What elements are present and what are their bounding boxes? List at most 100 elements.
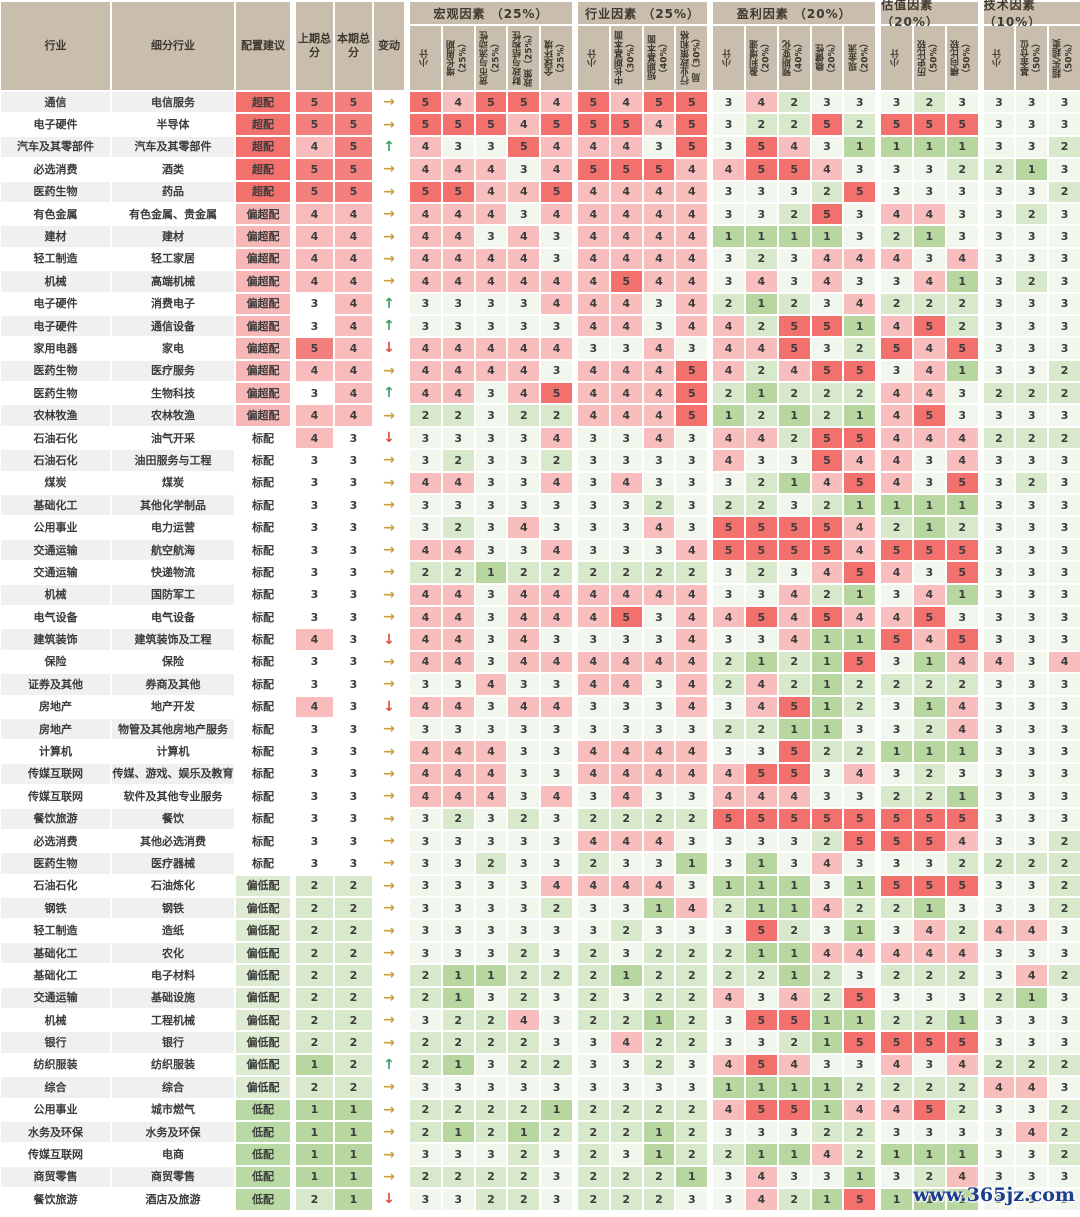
score-cell: 3 <box>983 830 1015 852</box>
change-cell: → <box>374 360 404 382</box>
score-cell: 4 <box>577 606 609 628</box>
score-cell: 3 <box>745 450 777 471</box>
table-row: 公用事业 电力运营 标配 3 3 → 3 2 3 4 3 3 3 4 3 5 5 5 5 4 2 1 2 3 3 3 <box>1 517 1080 538</box>
score-cell: 3 <box>1049 920 1080 941</box>
score-cell: 3 <box>610 338 642 359</box>
score-cell: 3 <box>475 718 507 740</box>
advice-badge: 标配 <box>236 763 290 785</box>
column-header-label: 行业政策和格局（30%） <box>680 31 702 85</box>
column-header-rotated: 稳健性（20%） <box>811 26 843 90</box>
score-cell: 2 <box>643 808 675 829</box>
score-cell: 2 <box>844 383 876 404</box>
industry-cell: 医药生物 <box>1 181 110 202</box>
score-cell: 2 <box>881 1010 912 1031</box>
score-cell: 3 <box>410 1144 441 1165</box>
score-cell: 2 <box>676 1010 708 1031</box>
segment-cell: 电信服务 <box>112 92 234 113</box>
curr-score-cell: 2 <box>335 898 372 919</box>
table-row: 基础化工 农化 偏低配 2 2 → 3 3 3 2 3 2 3 2 2 2 1 1 4 4 4 4 4 3 3 3 <box>1 942 1080 964</box>
change-cell: ↑ <box>374 383 404 404</box>
score-cell: 4 <box>541 271 572 292</box>
advice-badge: 低配 <box>236 1144 290 1165</box>
industry-cell: 房地产 <box>1 718 110 740</box>
industry-cell: 水务及环保 <box>1 1121 110 1143</box>
segment-cell: 消费电子 <box>112 293 234 314</box>
score-cell: 3 <box>881 159 912 180</box>
curr-score-cell: 5 <box>335 92 372 113</box>
score-cell: 3 <box>541 942 572 964</box>
score-cell: 2 <box>577 853 609 874</box>
score-cell: 2 <box>541 965 572 986</box>
score-cell: 4 <box>442 472 474 494</box>
score-cell: 3 <box>508 786 540 807</box>
score-cell: 3 <box>983 763 1015 785</box>
advice-badge: 偏低配 <box>236 920 290 941</box>
score-cell: 4 <box>410 472 441 494</box>
score-cell: 3 <box>643 786 675 807</box>
score-cell: 2 <box>577 965 609 986</box>
advice-badge: 低配 <box>236 1099 290 1120</box>
score-cell: 2 <box>410 965 441 986</box>
score-cell: 4 <box>811 562 843 583</box>
column-header-label: 历史比较（50%） <box>918 38 940 78</box>
score-cell: 3 <box>946 203 978 225</box>
score-cell: 4 <box>676 203 708 225</box>
score-cell: 5 <box>745 763 777 785</box>
score-cell: 2 <box>541 898 572 919</box>
score-cell: 2 <box>778 1189 810 1210</box>
score-cell: 2 <box>643 1099 675 1120</box>
score-cell: 2 <box>811 584 843 605</box>
score-cell: 3 <box>1016 786 1048 807</box>
score-cell: 3 <box>475 472 507 494</box>
score-cell: 4 <box>442 360 474 382</box>
score-cell: 2 <box>811 741 843 762</box>
change-cell: → <box>374 1010 404 1031</box>
score-cell: 3 <box>541 517 572 538</box>
column-header-1: 细分行业 <box>112 2 234 90</box>
score-cell: 3 <box>475 651 507 673</box>
score-cell: 3 <box>983 1189 1015 1210</box>
change-arrow-flat-icon: → <box>383 1034 395 1051</box>
score-cell: 5 <box>745 606 777 628</box>
curr-score-cell: 2 <box>335 965 372 986</box>
score-cell: 3 <box>541 226 572 247</box>
table-row: 纺织服装 纺织服装 偏低配 1 2 ↑ 2 1 3 2 2 3 3 2 3 4 5 4 3 3 4 3 4 2 2 2 <box>1 1054 1080 1076</box>
score-cell: 4 <box>676 271 708 292</box>
prev-score-cell: 4 <box>296 360 333 382</box>
score-cell: 3 <box>676 517 708 538</box>
score-cell: 2 <box>676 808 708 829</box>
score-cell: 3 <box>1049 226 1080 247</box>
column-header-rotated: 超买/超卖（50%） <box>1049 26 1080 90</box>
factor-group-title: 盈利因素 （20%） <box>713 2 876 24</box>
score-cell: 3 <box>913 450 945 471</box>
score-cell: 4 <box>1016 920 1048 941</box>
score-cell: 2 <box>946 315 978 337</box>
score-cell: 3 <box>983 405 1015 426</box>
score-cell: 3 <box>713 1010 744 1031</box>
score-cell: 1 <box>913 1144 945 1165</box>
score-cell: 2 <box>778 383 810 404</box>
score-cell: 2 <box>643 1054 675 1076</box>
score-cell: 3 <box>745 741 777 762</box>
table-row: 保险 保险 标配 3 3 → 4 4 3 4 4 4 4 4 4 2 1 2 1 5 3 1 4 4 3 4 <box>1 651 1080 673</box>
score-cell: 4 <box>475 181 507 202</box>
score-cell: 1 <box>881 1144 912 1165</box>
score-cell: 3 <box>983 1144 1015 1165</box>
score-cell: 4 <box>577 181 609 202</box>
score-cell: 5 <box>410 181 441 202</box>
industry-cell: 交通运输 <box>1 539 110 561</box>
score-cell: 4 <box>745 271 777 292</box>
score-cell: 3 <box>577 898 609 919</box>
score-cell: 3 <box>881 271 912 292</box>
score-cell: 4 <box>983 1077 1015 1098</box>
curr-score-cell: 3 <box>335 472 372 494</box>
score-cell: 2 <box>1016 1054 1048 1076</box>
score-cell: 5 <box>778 1010 810 1031</box>
score-cell: 3 <box>1049 741 1080 762</box>
advice-badge: 标配 <box>236 853 290 874</box>
score-cell: 1 <box>844 495 876 516</box>
segment-cell: 水务及环保 <box>112 1121 234 1143</box>
score-cell: 3 <box>844 965 876 986</box>
advice-badge: 标配 <box>236 786 290 807</box>
score-cell: 3 <box>475 898 507 919</box>
